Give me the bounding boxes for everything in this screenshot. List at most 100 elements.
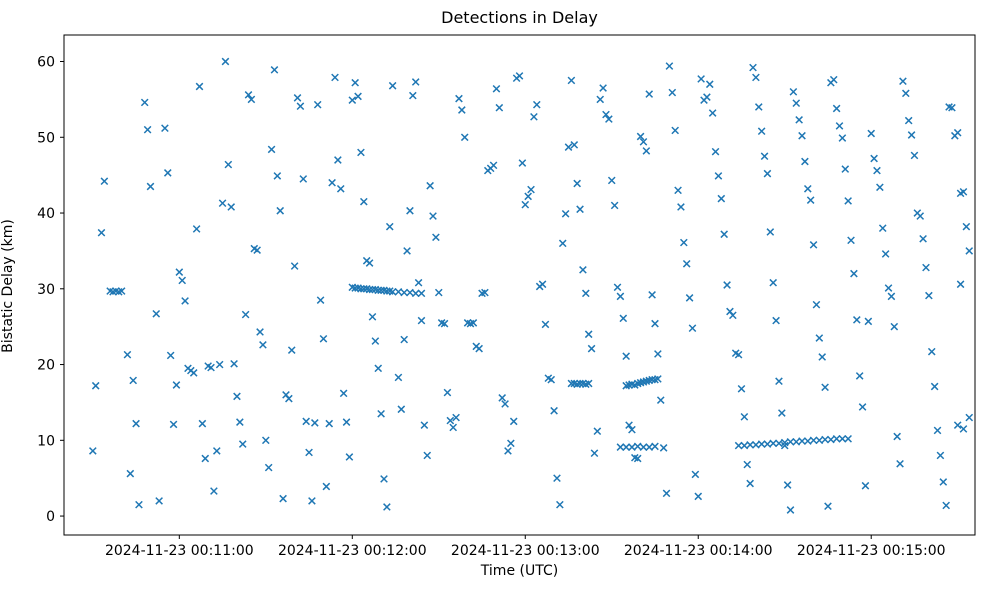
data-point-marker xyxy=(192,225,201,233)
data-point-marker xyxy=(959,425,968,433)
data-point-marker xyxy=(504,447,512,455)
data-point-marker xyxy=(587,344,596,353)
data-point-marker xyxy=(316,296,325,304)
x-tick-label: 2024-11-23 00:13:00 xyxy=(451,543,600,559)
data-point-marker xyxy=(521,200,530,209)
data-point-marker xyxy=(409,91,417,100)
data-point-marker xyxy=(887,292,896,301)
data-point-marker xyxy=(556,500,564,509)
data-point-marker xyxy=(930,382,939,391)
data-point-marker xyxy=(385,222,394,231)
data-point-marker xyxy=(267,145,276,154)
data-point-marker xyxy=(821,383,829,392)
data-point-marker xyxy=(558,239,567,248)
data-point-marker xyxy=(757,440,766,448)
data-point-marker xyxy=(852,316,861,324)
data-point-marker xyxy=(348,96,357,104)
data-point-marker xyxy=(783,481,792,489)
data-point-marker xyxy=(161,124,169,133)
data-point-marker xyxy=(838,434,847,443)
data-point-marker xyxy=(541,320,550,329)
data-point-marker xyxy=(899,77,907,86)
data-point-marker xyxy=(129,376,138,385)
data-point-marker xyxy=(688,324,697,333)
data-point-marker xyxy=(359,197,368,206)
data-point-marker xyxy=(135,500,143,509)
data-point-marker xyxy=(169,420,178,429)
data-point-marker xyxy=(867,129,876,138)
data-point-marker xyxy=(210,487,218,495)
data-point-marker xyxy=(397,405,406,414)
data-point-marker xyxy=(152,309,161,318)
data-point-marker xyxy=(460,133,469,142)
data-point-marker xyxy=(864,317,873,326)
data-point-marker xyxy=(302,417,310,426)
data-point-marker xyxy=(215,360,224,369)
data-point-marker xyxy=(241,310,250,319)
data-point-marker xyxy=(458,106,466,114)
data-point-marker xyxy=(939,478,948,486)
data-point-marker xyxy=(654,375,662,383)
data-point-marker xyxy=(400,288,409,297)
data-point-marker xyxy=(400,335,409,344)
data-point-marker xyxy=(907,131,916,139)
data-point-marker xyxy=(287,346,296,354)
data-point-marker xyxy=(388,81,397,90)
data-point-marker xyxy=(259,341,267,349)
data-point-marker xyxy=(639,443,648,451)
data-point-marker xyxy=(884,284,893,292)
data-point-marker xyxy=(328,178,336,187)
y-tick-label: 0 xyxy=(46,509,55,525)
data-point-marker xyxy=(590,449,599,458)
data-point-marker xyxy=(665,62,674,70)
data-point-marker xyxy=(616,292,625,301)
data-point-marker xyxy=(651,319,659,328)
data-point-marker xyxy=(714,172,723,180)
data-point-marker xyxy=(855,372,864,380)
data-point-marker xyxy=(584,379,593,388)
data-point-marker xyxy=(685,294,694,302)
data-point-marker xyxy=(143,125,152,134)
data-point-marker xyxy=(786,437,795,446)
data-point-marker xyxy=(737,384,746,393)
data-point-marker xyxy=(861,481,870,490)
data-point-marker xyxy=(365,259,374,267)
data-point-marker xyxy=(276,206,285,215)
data-point-marker xyxy=(518,159,527,167)
y-tick-label: 10 xyxy=(37,433,55,449)
data-point-marker xyxy=(723,281,731,289)
data-point-marker xyxy=(388,287,397,296)
data-point-marker xyxy=(671,126,680,135)
data-point-marker xyxy=(757,127,766,136)
data-point-marker xyxy=(218,199,227,208)
data-point-marker xyxy=(795,116,803,124)
data-point-marker xyxy=(752,73,760,82)
data-point-marker xyxy=(530,112,538,121)
data-point-marker xyxy=(374,364,383,373)
data-point-marker xyxy=(648,291,656,299)
data-point-marker xyxy=(345,453,354,461)
data-point-marker xyxy=(619,314,628,323)
data-point-marker xyxy=(368,312,377,321)
y-tick-label: 60 xyxy=(37,55,55,71)
data-point-marker xyxy=(896,459,904,468)
data-point-marker xyxy=(308,497,316,505)
data-point-marker xyxy=(293,94,302,102)
data-point-marker xyxy=(406,206,414,215)
data-point-marker xyxy=(509,417,518,426)
data-point-marker xyxy=(429,212,437,220)
data-point-marker xyxy=(876,183,884,192)
axes-box xyxy=(63,34,976,536)
data-point-marker xyxy=(610,201,619,210)
data-point-marker xyxy=(377,409,385,418)
data-point-marker xyxy=(576,205,584,214)
data-point-marker xyxy=(654,350,662,358)
data-point-marker xyxy=(227,203,236,211)
data-point-marker xyxy=(916,212,925,220)
data-point-marker xyxy=(498,394,507,402)
data-point-marker xyxy=(207,363,215,372)
data-point-marker xyxy=(933,426,942,435)
data-point-marker xyxy=(420,421,429,429)
data-point-marker xyxy=(743,460,752,469)
